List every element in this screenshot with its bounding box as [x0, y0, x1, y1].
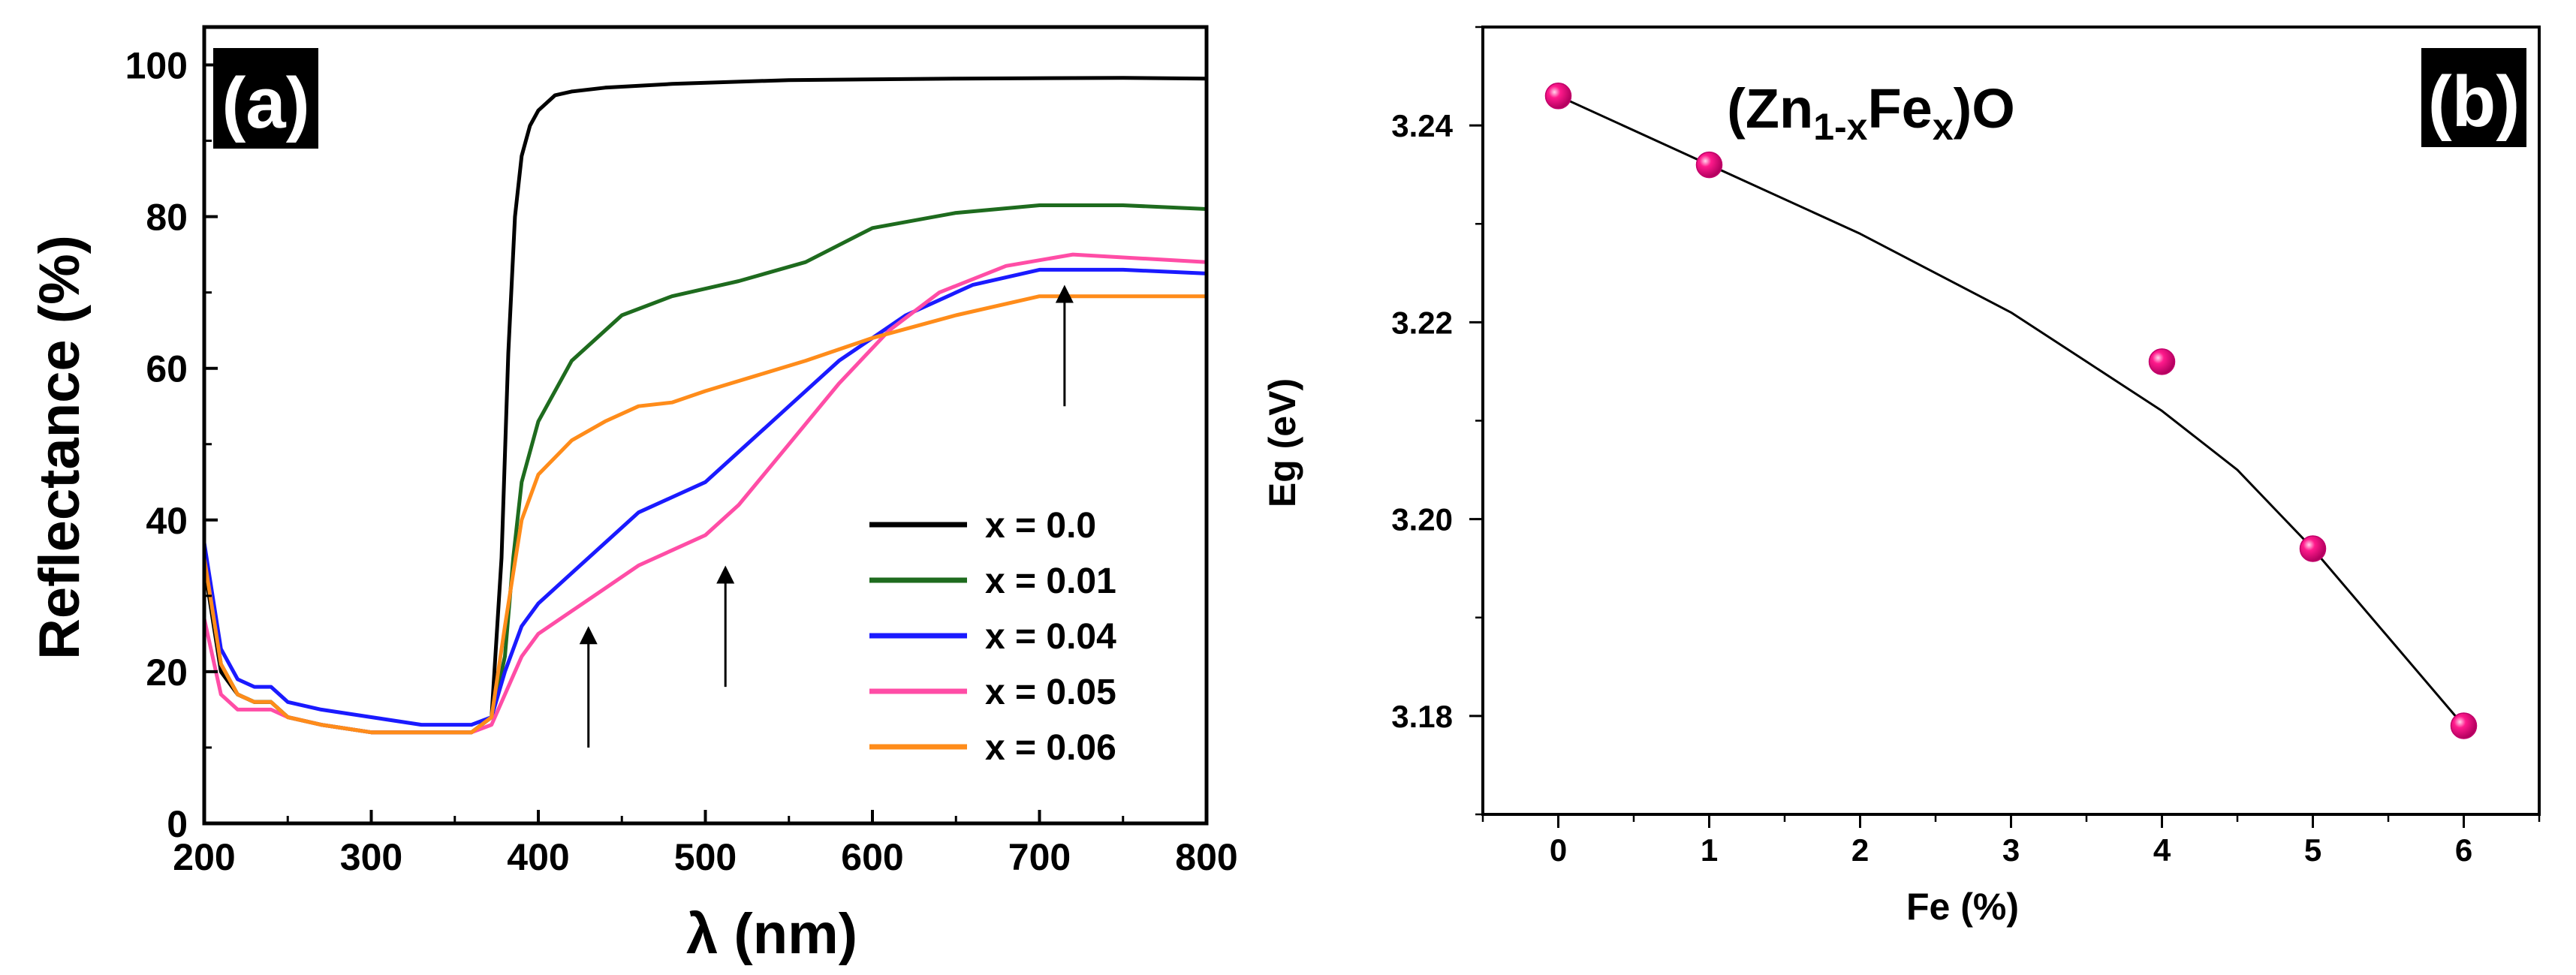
fit-line	[1557, 95, 2465, 727]
panel-b-title: (Zn1-xFex)O	[1727, 77, 2015, 148]
x-tick-label-5: 700	[1008, 836, 1071, 878]
legend-label-1: x = 0.01	[985, 561, 1116, 601]
panel-b-label-box: (b)	[2421, 48, 2526, 147]
b-x-tick-label-5: 5	[2304, 832, 2321, 868]
b-y-tick-label-3: 3.24	[1391, 108, 1453, 143]
b-x-tick-label-4: 4	[2153, 832, 2171, 868]
b-x-tick-label-6: 6	[2455, 832, 2472, 868]
b-y-tick-label-0: 3.18	[1391, 699, 1453, 734]
panel-b-points-group	[1544, 83, 2478, 739]
panel-a-legend: x = 0.0 x = 0.01 x = 0.04 x = 0.05 x = 0.06	[869, 506, 1116, 768]
panel-a-label: (a)	[221, 63, 309, 143]
panel-b-fit-line-group	[1557, 95, 2465, 727]
y-tick-label-4: 80	[146, 197, 188, 239]
x-tick-label-3: 500	[674, 836, 737, 878]
series-line-4	[202, 294, 1207, 735]
panel-b-ticks: 0 1 2 3 4 5 6 3.18 3.20 3.22 3.24	[1391, 26, 2541, 868]
y-tick-label-5: 100	[125, 45, 188, 87]
panel-b-title-fe: Fe	[1867, 77, 1932, 140]
series-line-2	[202, 267, 1207, 727]
legend-label-0: x = 0.0	[985, 506, 1096, 546]
y-tick-label-1: 20	[146, 652, 188, 694]
legend-label-4: x = 0.06	[985, 728, 1116, 768]
arrow-head-1	[716, 565, 735, 584]
panel-b-title-o: )O	[1954, 77, 2015, 140]
panel-a-x-axis-title: λ (nm)	[686, 902, 857, 966]
panel-a-arrows	[579, 284, 1074, 748]
panel-b-title-subscript-2: x	[1933, 106, 1954, 148]
b-y-tick-label-2: 3.22	[1391, 305, 1453, 340]
b-y-tick-label-1: 3.20	[1391, 502, 1453, 537]
arrow-head-0	[579, 626, 598, 645]
panel-b-label-background	[2421, 48, 2526, 147]
b-x-tick-label-2: 2	[1851, 832, 1869, 868]
b-x-tick-label-0: 0	[1550, 832, 1567, 868]
legend-label-2: x = 0.04	[985, 617, 1116, 657]
y-tick-label-0: 0	[167, 803, 188, 845]
data-point-4	[2450, 712, 2478, 739]
panel-b-x-axis-title: Fe (%)	[1906, 886, 2019, 928]
data-point-3	[2299, 535, 2327, 562]
panel-a-y-axis-title: Reflectance (%)	[28, 235, 92, 660]
data-point-2	[2148, 348, 2176, 375]
data-point-1	[1695, 151, 1723, 179]
panel-a-series-group	[202, 76, 1207, 735]
arrow-head-2	[1055, 284, 1074, 303]
series-line-3	[202, 252, 1207, 735]
panel-b-bandgap-chart: 0 1 2 3 4 5 63.183.203.223.24 (b) (Zn1-xFex)O …	[1261, 26, 2541, 928]
b-x-tick-label-3: 3	[2002, 832, 2020, 868]
x-tick-label-1: 300	[340, 836, 402, 878]
x-tick-label-0: 200	[173, 836, 235, 878]
panel-b-title-subscript-1: 1-x	[1813, 106, 1867, 148]
panel-a-ticks: 200 300 400 500 600 700 800 0 20 40 60 80 100	[125, 45, 1238, 878]
b-x-tick-label-1: 1	[1701, 832, 1718, 868]
panel-b-label: (b)	[2428, 62, 2520, 142]
panel-a-reflectance-chart: 200 300 400 500 600 700 800 0 20 40 60 80 100 x = 0.…	[28, 25, 1238, 966]
x-tick-label-4: 600	[841, 836, 903, 878]
panel-a-label-box: (a)	[213, 48, 318, 149]
panel-a-label-background	[213, 48, 318, 149]
y-tick-label-2: 40	[146, 500, 188, 542]
x-tick-label-2: 400	[507, 836, 569, 878]
x-tick-label-6: 800	[1175, 836, 1237, 878]
legend-label-3: x = 0.05	[985, 673, 1116, 712]
data-point-0	[1544, 83, 1572, 110]
panel-b-y-axis-title: Eg (eV)	[1261, 378, 1303, 507]
y-tick-label-3: 60	[146, 348, 188, 390]
panel-b-title-zn: (Zn	[1727, 77, 1813, 140]
